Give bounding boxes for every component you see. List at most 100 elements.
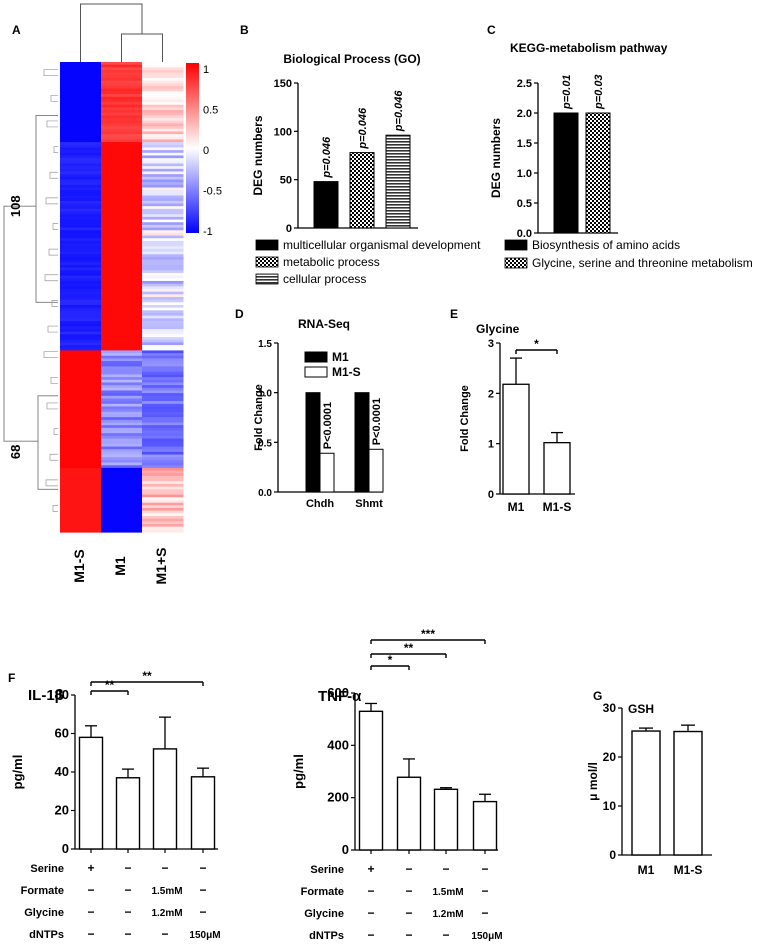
heatmap-cell xyxy=(142,187,184,191)
heatmap-cell xyxy=(142,219,184,223)
heatmap-cell xyxy=(101,299,143,303)
heatmap-cell xyxy=(60,214,102,218)
heatmap-cell xyxy=(60,385,102,389)
heatmap-cell xyxy=(60,518,102,522)
heatmap-cell xyxy=(101,150,143,154)
heatmap-cell xyxy=(101,96,143,100)
heatmap-cell xyxy=(60,118,102,122)
heatmap-cell xyxy=(142,208,184,213)
heatmap-cell xyxy=(101,70,143,74)
heatmap-cell xyxy=(60,374,102,378)
chart-title: KEGG-metabolism pathway xyxy=(510,41,668,55)
condition-value: − xyxy=(199,905,206,919)
heatmap-cell xyxy=(142,267,184,271)
heatmap-cell xyxy=(101,72,143,76)
condition-value: 1.5mM xyxy=(151,886,182,897)
panel-label-b: B xyxy=(240,23,249,37)
heatmap-cell xyxy=(60,123,102,127)
bar xyxy=(543,442,571,495)
heatmap-cell xyxy=(142,163,184,167)
heatmap-cell xyxy=(60,318,102,322)
heatmap-cell xyxy=(101,174,143,178)
heatmap-cell xyxy=(101,160,143,165)
heatmap-cell xyxy=(142,227,184,231)
heatmap-cell xyxy=(101,403,143,408)
heatmap-cell xyxy=(101,523,143,528)
y-tick-label: 50 xyxy=(280,175,292,187)
heatmap-cell xyxy=(101,443,143,448)
heatmap-cell xyxy=(142,283,184,287)
x-tick-label: M1 xyxy=(508,500,525,514)
heatmap-cell xyxy=(101,128,143,133)
heatmap-cell xyxy=(142,305,184,309)
x-tick-label: Chdh xyxy=(306,498,334,510)
chart-il1b: IL-1β 0 20 40 60 80 pg/ml ** ** Serine + − − − Formate… xyxy=(10,669,221,941)
heatmap-cell xyxy=(142,278,184,282)
heatmap-cell xyxy=(101,288,143,293)
condition-value: 1.5mM xyxy=(432,887,463,898)
heatmap-cell xyxy=(60,454,102,458)
heatmap-cell xyxy=(142,118,184,122)
heatmap-cell xyxy=(101,355,143,360)
heatmap-cell xyxy=(142,350,184,354)
heatmap-cell xyxy=(142,147,184,151)
y-tick-label: 0.0 xyxy=(258,488,272,499)
heatmap-cell xyxy=(101,192,143,197)
heatmap-cell xyxy=(142,409,184,413)
heatmap-cell xyxy=(142,385,184,389)
heatmap-cell xyxy=(60,115,102,119)
heatmap-cell xyxy=(142,507,184,512)
heatmap-cell xyxy=(142,192,184,197)
heatmap-cell xyxy=(60,473,102,477)
row-dendrogram-branch xyxy=(44,274,58,282)
heatmap-cell xyxy=(142,131,184,135)
heatmap-cell xyxy=(60,529,102,533)
heatmap-cell xyxy=(60,315,102,319)
heatmap-cell xyxy=(101,409,143,413)
heatmap-cell xyxy=(101,214,143,218)
heatmap-cell xyxy=(142,486,184,490)
heatmap-cell xyxy=(101,224,143,229)
heatmap-cell xyxy=(101,99,143,103)
heatmap-cell xyxy=(142,310,184,314)
heatmap-cell xyxy=(142,425,184,429)
chart-title: TNF-α xyxy=(318,688,362,705)
heatmap-cell xyxy=(101,88,143,92)
y-tick-label: 10 xyxy=(603,799,617,813)
heatmap-cell xyxy=(142,190,184,194)
heatmap-cell xyxy=(60,96,102,100)
heatmap-cell xyxy=(60,88,102,92)
row-dendrogram-branch xyxy=(43,351,58,359)
heatmap-cell xyxy=(142,454,184,458)
heatmap-cell xyxy=(142,427,184,432)
row-dendrogram-branch xyxy=(46,120,58,128)
heatmap-cell xyxy=(101,467,143,472)
heatmap-cell xyxy=(101,329,143,333)
heatmap-cell xyxy=(101,401,143,405)
heatmap-cell xyxy=(60,283,102,287)
heatmap-cell xyxy=(142,134,184,138)
y-tick-label: 0 xyxy=(488,489,494,501)
heatmap-cell xyxy=(142,272,184,277)
heatmap-cell xyxy=(60,128,102,133)
heatmap-cell xyxy=(101,499,143,504)
heatmap-cell xyxy=(142,99,184,103)
heatmap-cell xyxy=(101,155,143,159)
heatmap-cell xyxy=(101,339,143,343)
heatmap-cell xyxy=(142,126,184,130)
condition-value: − xyxy=(199,861,206,875)
heatmap-cell xyxy=(142,88,184,92)
heatmap-cell xyxy=(101,321,143,325)
cluster-size-label: 68 xyxy=(8,445,23,459)
heatmap-cell xyxy=(142,481,184,485)
heatmap-cell xyxy=(60,489,102,493)
heatmap-cell xyxy=(142,331,184,335)
condition-label: Serine xyxy=(30,863,64,875)
legend-swatch xyxy=(255,256,279,268)
legend-label: multicellular organismal development xyxy=(283,238,481,252)
heatmap-cell xyxy=(101,67,143,71)
heatmap-cell xyxy=(142,168,184,173)
y-axis-label: DEG numbers xyxy=(489,118,503,198)
condition-value: − xyxy=(405,928,412,942)
